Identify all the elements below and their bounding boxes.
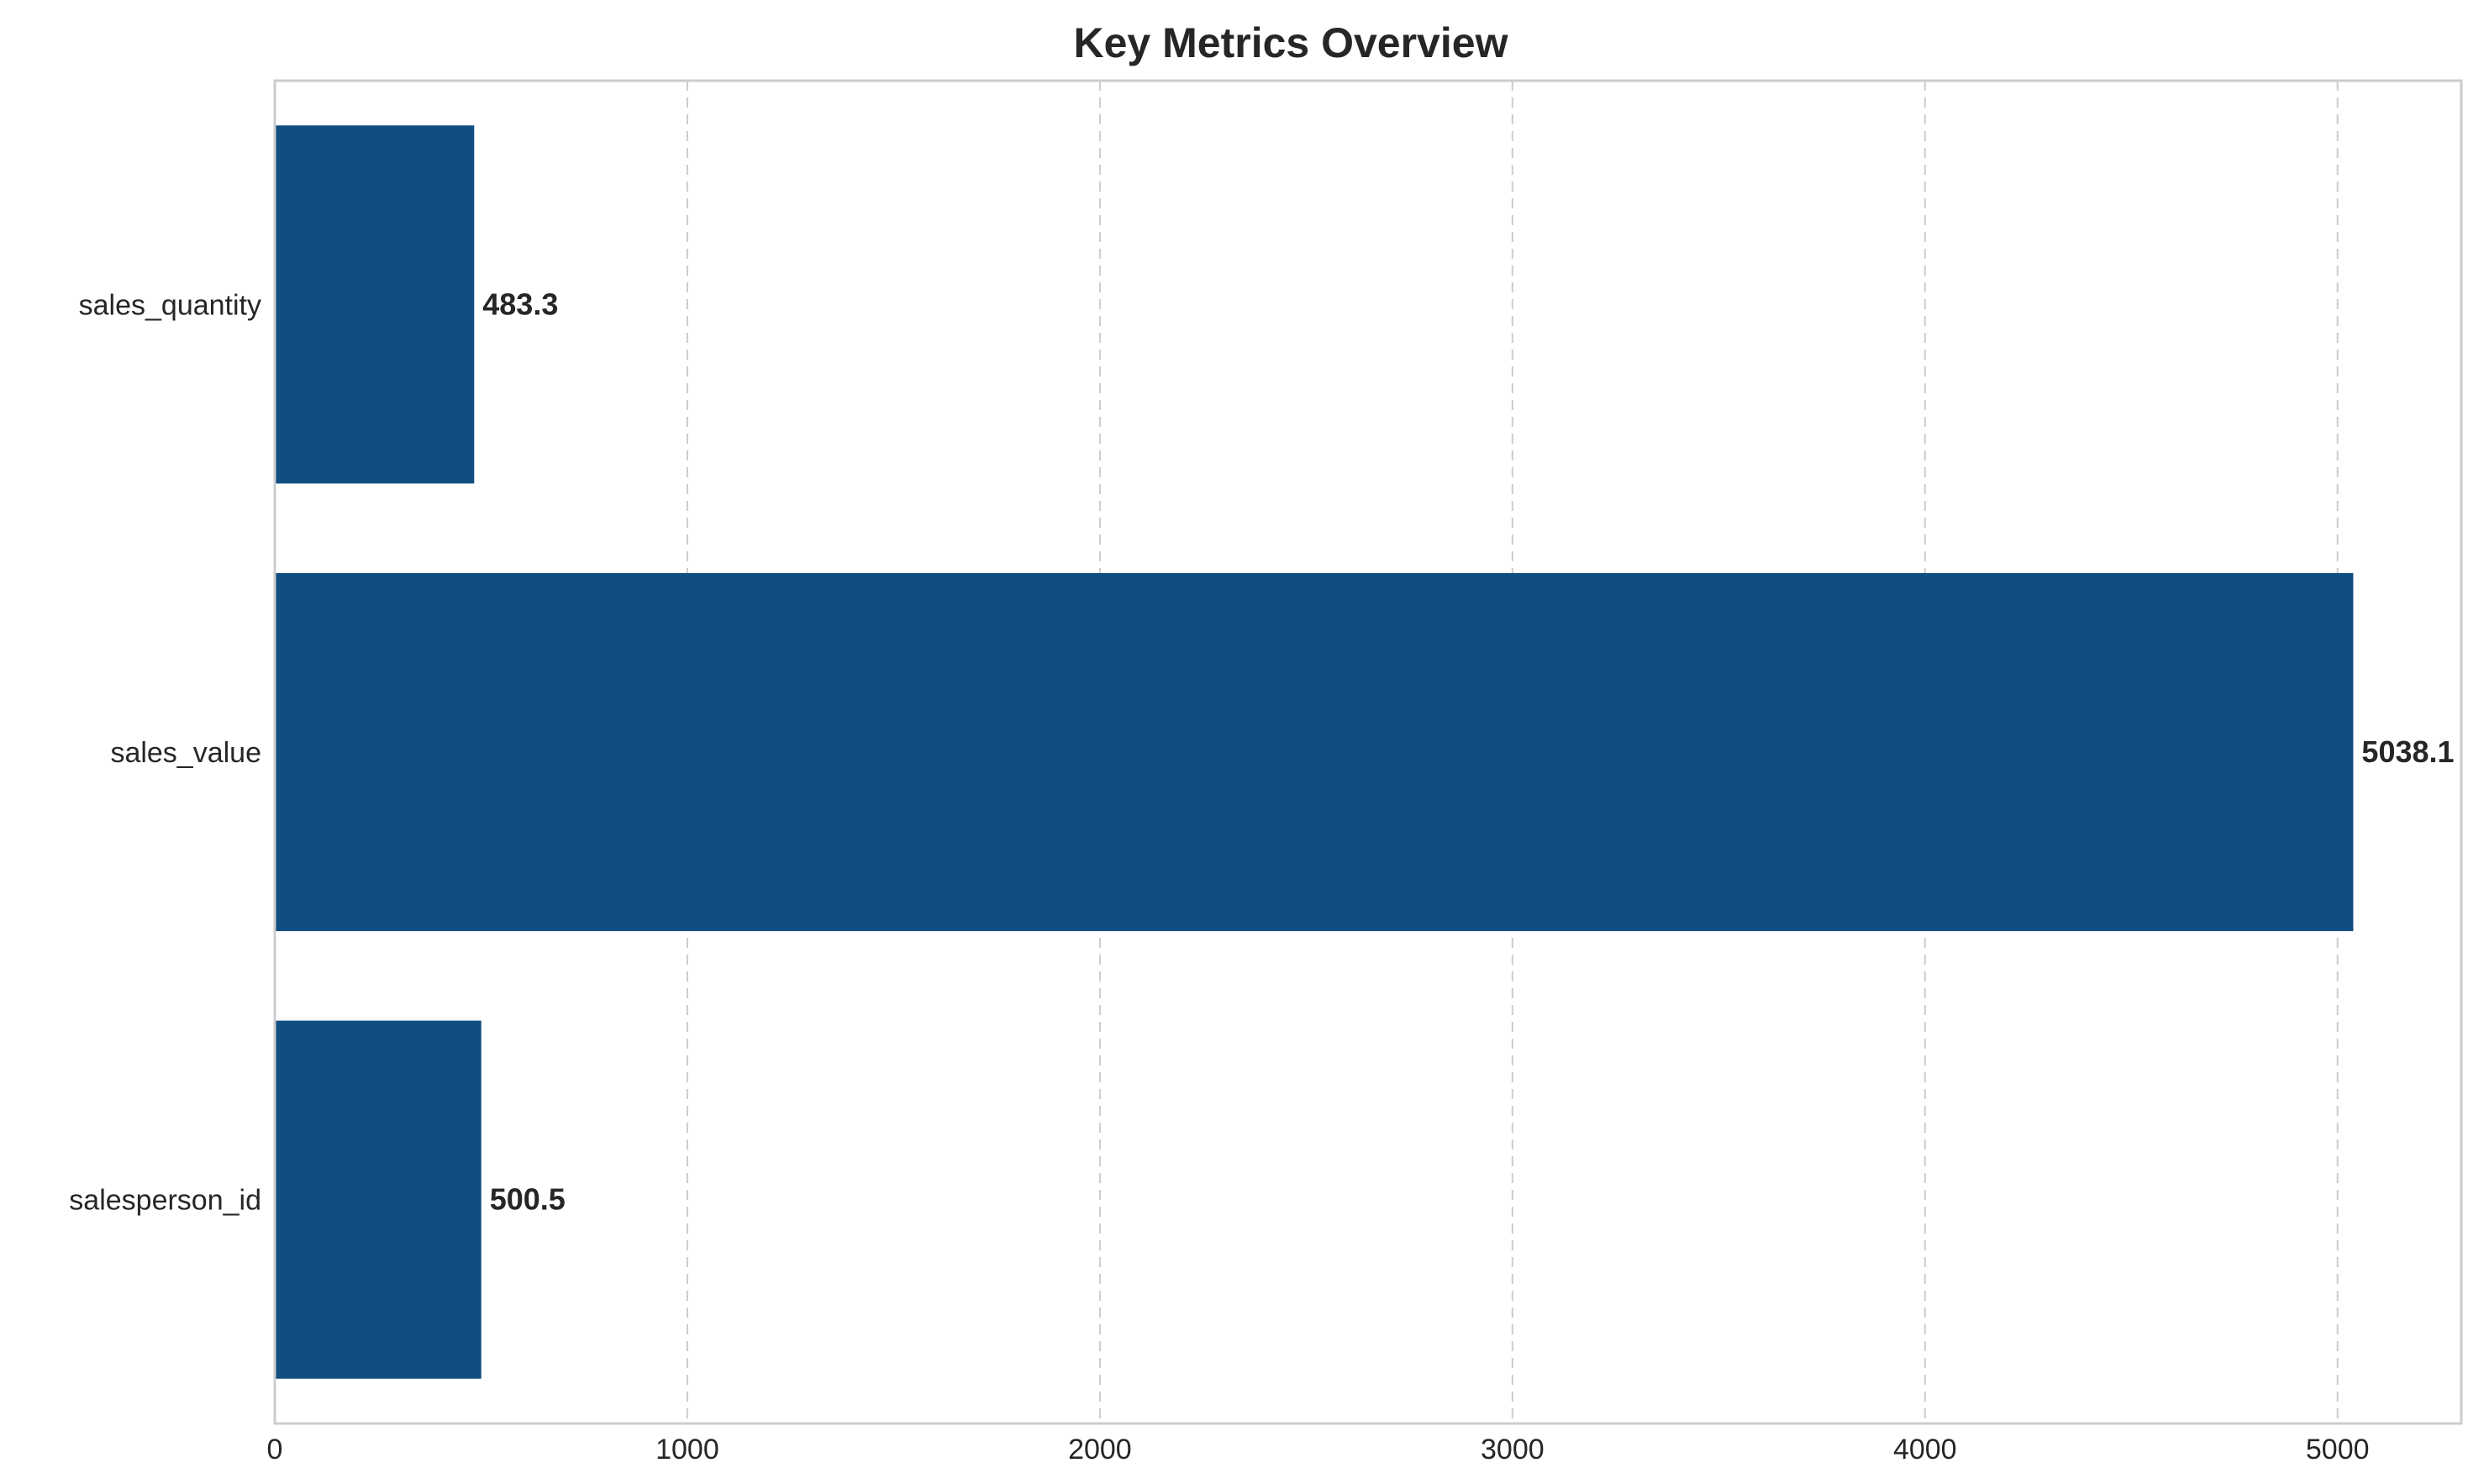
bar-salesperson-id — [275, 1021, 482, 1379]
y-axis-ticks: sales_quantity sales_value salesperson_id — [69, 289, 261, 1216]
x-tick-label-5: 5000 — [2306, 1434, 2370, 1466]
y-tick-label-sales-quantity: sales_quantity — [79, 289, 261, 321]
data-label-sales-quantity: 483.3 — [482, 287, 558, 321]
x-tick-label-0: 0 — [267, 1434, 283, 1466]
bar-sales-value — [275, 573, 2353, 931]
x-tick-label-3: 3000 — [1481, 1434, 1545, 1466]
bar-sales-quantity — [275, 125, 474, 483]
chart-title: Key Metrics Overview — [1074, 19, 1508, 66]
y-tick-label-sales-value: sales_value — [110, 737, 261, 769]
x-tick-label-2: 2000 — [1068, 1434, 1132, 1466]
bars — [275, 125, 2353, 1378]
data-label-sales-value: 5038.1 — [2361, 734, 2454, 769]
x-tick-label-1: 1000 — [655, 1434, 719, 1466]
x-axis-ticks: 0 1000 2000 3000 4000 5000 — [267, 1434, 2370, 1466]
y-tick-label-salesperson-id: salesperson_id — [69, 1185, 261, 1217]
data-label-salesperson-id: 500.5 — [490, 1182, 566, 1217]
x-tick-label-4: 4000 — [1893, 1434, 1957, 1466]
